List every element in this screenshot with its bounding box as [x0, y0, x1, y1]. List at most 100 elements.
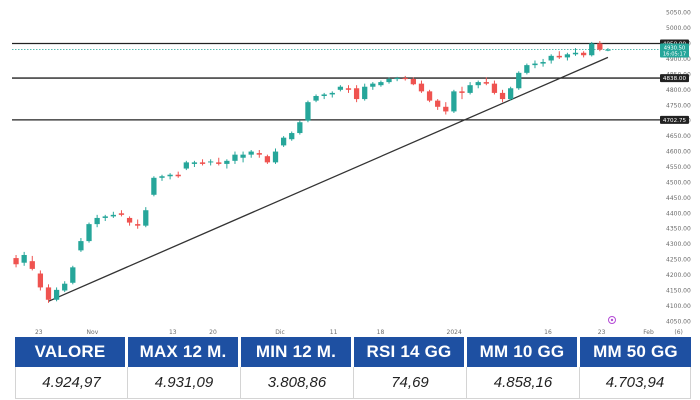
candle-body — [264, 156, 271, 163]
value-max-12m: 4.931,09 — [128, 367, 241, 399]
candle-body — [13, 258, 19, 265]
x-tick-label: Dic — [275, 329, 285, 336]
y-tick-label: 5050.00 — [666, 10, 691, 17]
y-tick-label: 4100.00 — [666, 303, 691, 310]
x-tick-label: 13 — [169, 329, 177, 336]
level-tag — [660, 115, 689, 124]
candle-body — [29, 261, 35, 269]
candle-body — [329, 92, 335, 95]
trendline — [48, 56, 609, 302]
candle-body — [580, 52, 587, 56]
value-min-12m: 3.808,86 — [241, 367, 354, 399]
candle-body — [467, 85, 473, 93]
header-mm-10gg: MM 10 GG — [467, 337, 580, 367]
value-rsi-14gg: 74,69 — [354, 367, 467, 399]
candle-body — [232, 154, 238, 161]
y-tick-label: 4800.00 — [666, 87, 691, 94]
candle-body — [483, 82, 489, 84]
candle-body — [337, 86, 344, 90]
candle-body — [459, 91, 465, 93]
candle-body — [53, 289, 60, 300]
y-tick-label: 4350.00 — [666, 226, 691, 233]
candle-body — [289, 133, 295, 140]
x-tick-label: 23 — [598, 329, 606, 336]
candle-body — [167, 174, 173, 177]
candle-body — [426, 91, 433, 101]
candle-body — [126, 217, 133, 223]
candle-body — [21, 254, 27, 263]
candle-body — [475, 82, 481, 86]
y-tick-label: 4300.00 — [666, 241, 691, 248]
candle-body — [216, 162, 222, 164]
candle-body — [86, 224, 92, 242]
candle-body — [435, 100, 441, 107]
value-mm-50gg: 4.703,94 — [580, 367, 691, 399]
current-price-label: 4930.50 — [664, 46, 685, 52]
candle-body — [94, 217, 100, 225]
candle-body — [305, 102, 311, 121]
candle-body — [62, 283, 68, 291]
candle-body — [118, 213, 125, 215]
candle-body — [256, 153, 262, 155]
x-tick-label: (6) — [674, 329, 683, 336]
candle-body — [443, 106, 449, 112]
candle-body — [248, 151, 254, 155]
candle-body — [491, 83, 498, 93]
candle-body — [418, 83, 425, 92]
candle-body — [532, 63, 538, 66]
y-tick-label: 4200.00 — [666, 272, 691, 279]
candle-body — [151, 177, 157, 195]
header-mm-50gg: MM 50 GG — [580, 337, 691, 367]
candle-body — [540, 62, 546, 64]
level-tag-label: 4838.00 — [663, 76, 687, 82]
candle-body — [208, 161, 214, 163]
candle-body — [159, 176, 165, 178]
candle-body — [362, 86, 368, 100]
y-tick-label: 4500.00 — [666, 179, 691, 186]
candle-body — [597, 43, 603, 50]
candle-body — [345, 88, 352, 90]
y-tick-label: 4750.00 — [666, 102, 691, 109]
event-marker-dot — [610, 318, 614, 322]
stats-table: VALORE MAX 12 M. MIN 12 M. RSI 14 GG MM … — [15, 337, 691, 399]
level-tag-label: 4702.75 — [663, 118, 687, 124]
candle-body — [143, 210, 149, 226]
candle-body — [313, 95, 319, 101]
candle-body — [135, 224, 141, 226]
value-mm-10gg: 4.858,16 — [467, 367, 580, 399]
candle-body — [183, 162, 189, 169]
current-price-tag — [660, 43, 689, 58]
price-chart[interactable]: 4050.00 4100.00 4150.00 4200.00 4250.00 4300.… — [0, 0, 700, 336]
candle-body — [386, 79, 392, 83]
y-tick-label: 4050.00 — [666, 318, 691, 325]
header-rsi-14gg: RSI 14 GG — [354, 337, 467, 367]
x-tick-label: 2024 — [447, 329, 462, 336]
candle-body — [516, 72, 522, 89]
y-tick-label: 4600.00 — [666, 149, 691, 156]
y-tick-label: 4900.00 — [666, 56, 691, 63]
candle-body — [556, 55, 562, 58]
candle-body — [175, 174, 181, 177]
candle-body — [564, 54, 571, 58]
x-tick-label: Feb — [643, 329, 654, 336]
candle-body — [110, 214, 116, 217]
x-tick-label: 18 — [377, 329, 385, 336]
candlestick-chart-svg[interactable]: 4050.00 4100.00 4150.00 4200.00 4250.00 4300.… — [0, 0, 700, 336]
x-tick-label: 11 — [330, 329, 338, 336]
candle-body — [605, 49, 611, 51]
candle-body — [508, 88, 514, 100]
candle-body — [280, 137, 287, 146]
y-tick-label: 4450.00 — [666, 195, 691, 202]
y-tick-label: 4650.00 — [666, 133, 691, 140]
candle-body — [378, 82, 384, 86]
candle-body — [589, 43, 595, 56]
candle-body — [45, 287, 52, 300]
candle-body — [370, 83, 376, 87]
y-tick-label: 4250.00 — [666, 257, 691, 264]
header-valore: VALORE — [15, 337, 128, 367]
level-tag — [660, 74, 689, 83]
candle-body — [199, 162, 206, 164]
candle-body — [224, 160, 230, 164]
candle-body — [297, 122, 303, 134]
header-min-12m: MIN 12 M. — [241, 337, 354, 367]
